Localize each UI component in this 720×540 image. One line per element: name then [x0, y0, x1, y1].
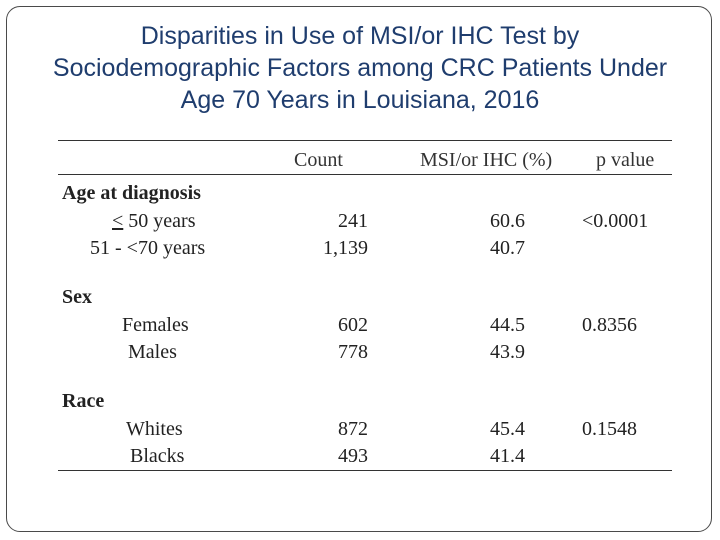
row-label-females: Females — [122, 314, 189, 336]
count-females: 602 — [338, 314, 368, 336]
pct-whites: 45.4 — [490, 418, 525, 440]
pct-males: 43.9 — [490, 341, 525, 363]
row-label-males: Males — [128, 341, 177, 363]
row-label-age-50: < 50 years — [112, 209, 195, 233]
p-sex: 0.8356 — [582, 314, 637, 336]
title-line-2: Sociodemographic Factors among CRC Patie… — [52, 54, 668, 82]
count-age-51-70: 1,139 — [323, 237, 368, 259]
count-blacks: 493 — [338, 445, 368, 467]
section-title-sex: Sex — [62, 286, 92, 308]
header-p-value: p value — [596, 149, 655, 171]
title-line-3: Age 70 Years in Louisiana, 2016 — [180, 86, 540, 114]
lte-symbol: < — [112, 210, 124, 232]
count-males: 778 — [338, 341, 368, 363]
title-line-1: Disparities in Use of MSI/or IHC Test by — [140, 22, 580, 50]
slide-title: Disparities in Use of MSI/or IHC Test by… — [0, 20, 720, 116]
table-bottom-rule — [58, 470, 672, 471]
row-label-blacks: Blacks — [130, 445, 185, 467]
row-label-age-51-70: 51 - <70 years — [90, 237, 206, 259]
p-race: 0.1548 — [582, 418, 637, 440]
section-title-race: Race — [62, 390, 105, 412]
row-label-whites: Whites — [126, 418, 183, 440]
count-age-50: 241 — [338, 210, 368, 232]
section-title-age: Age at diagnosis — [62, 182, 201, 204]
row-label-text: 50 years — [123, 210, 196, 232]
header-rule — [58, 174, 672, 175]
pct-blacks: 41.4 — [490, 445, 525, 467]
pct-age-51-70: 40.7 — [490, 237, 525, 259]
pct-age-50: 60.6 — [490, 210, 525, 232]
count-whites: 872 — [338, 418, 368, 440]
header-msi-ihc: MSI/or IHC (%) — [420, 149, 553, 171]
pct-females: 44.5 — [490, 314, 525, 336]
slide-frame — [6, 6, 712, 532]
header-count: Count — [294, 149, 343, 171]
p-age: <0.0001 — [582, 210, 649, 232]
table-top-rule — [58, 140, 672, 141]
